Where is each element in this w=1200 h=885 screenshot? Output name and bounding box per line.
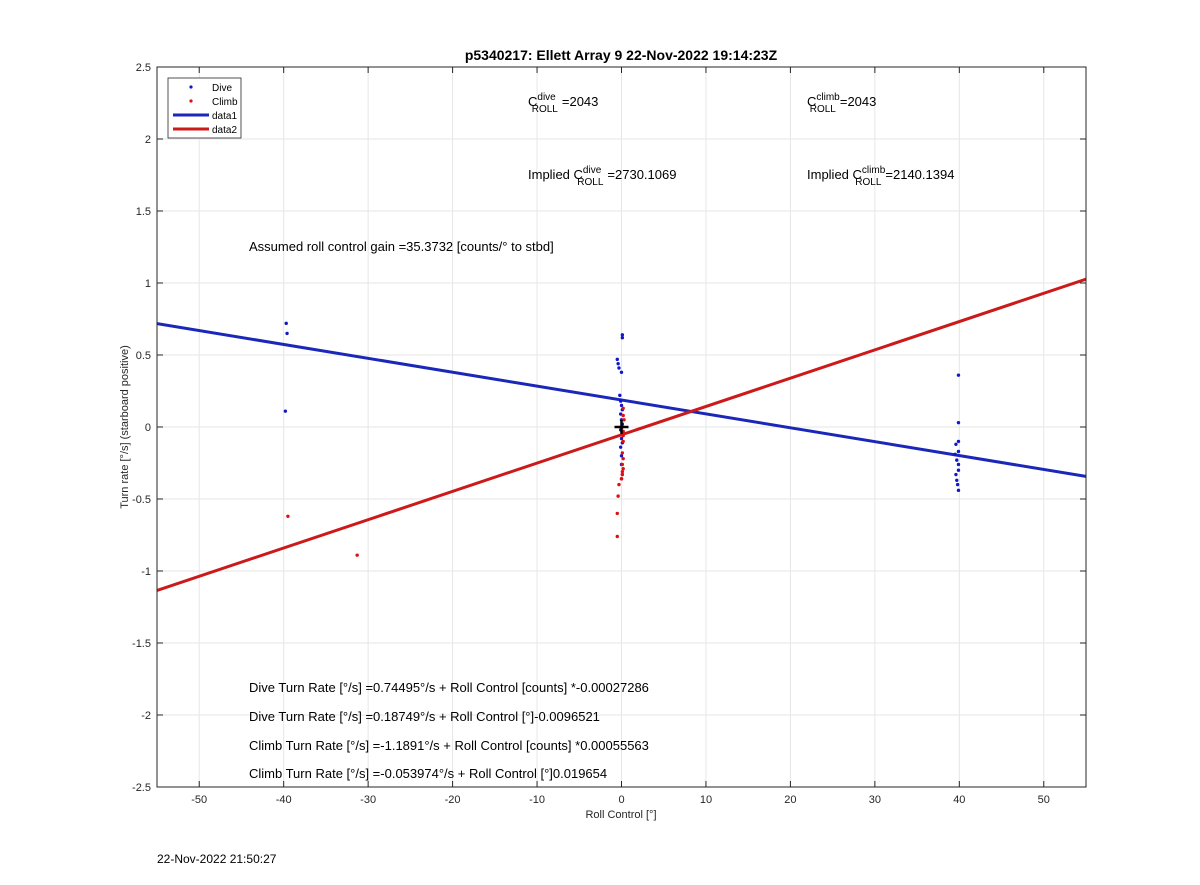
climb-point [621, 413, 625, 418]
y-tick-label: -2 [141, 710, 151, 722]
plot-frame [156, 66, 1087, 788]
y-tick-label: 2 [145, 134, 151, 146]
x-tick-label: 0 [618, 794, 624, 806]
y-tick-label: 2.5 [136, 62, 151, 74]
dive-point [956, 449, 961, 454]
y-tick-label: 1 [145, 278, 151, 290]
dive-point [618, 412, 623, 416]
climb-point [615, 511, 619, 516]
legend-climb-label: Climb [212, 97, 238, 108]
y-tick-label: 0.5 [136, 350, 151, 362]
dive-point [619, 370, 624, 374]
dive-point [955, 458, 959, 462]
climb-point [621, 467, 625, 471]
dive-point [956, 462, 961, 467]
annotation-c-roll-climb: Cclimb ROLL=2043 [807, 92, 876, 115]
data2-fit-line [157, 277, 1086, 592]
chart-title: p5340217: Ellett Array 9 22-Nov-2022 19:… [465, 47, 778, 63]
dive-point [954, 442, 958, 446]
climb-point [619, 477, 624, 481]
x-tick-label: 10 [700, 794, 712, 806]
equation-line: Climb Turn Rate [°/s] =-1.1891°/s + Roll… [249, 738, 649, 753]
x-tick-label: -10 [529, 794, 545, 806]
annotation-c-roll-dive: Cdive ROLL=2043 [528, 92, 598, 115]
x-tick-label: 30 [869, 794, 881, 806]
climb-point [620, 472, 625, 477]
footer-timestamp: 22-Nov-2022 21:50:27 [157, 852, 277, 866]
x-tick-label: -50 [191, 794, 207, 806]
dive-point [619, 403, 624, 408]
dive-point [619, 454, 624, 458]
x-tick-label: -30 [360, 794, 376, 806]
y-tick-label: -1 [141, 566, 151, 578]
climb-point [620, 462, 625, 467]
climb-point [621, 456, 625, 461]
dive-point [283, 409, 288, 413]
climb-point [621, 439, 625, 444]
x-tick-label: -20 [445, 794, 461, 806]
dive-point [618, 399, 623, 403]
climb-point [621, 433, 625, 438]
equation-line: Climb Turn Rate [°/s] =-0.053974°/s + Ro… [249, 766, 607, 781]
legend-data2-label: data2 [212, 125, 237, 136]
data-layer [157, 277, 1086, 592]
dive-point [956, 373, 961, 377]
annotation-implied-climb: Implied Cclimb ROLL=2140.1394 [807, 165, 954, 188]
dive-point [956, 488, 961, 493]
y-tick-label: -1.5 [132, 638, 151, 650]
y-axis-label: Turn rate [°/s] (starboard positive) [119, 345, 131, 509]
climb-point [286, 514, 290, 518]
annotation-implied-dive: Implied Cdive ROLL=2730.1069 [528, 165, 676, 188]
x-axis-label: Roll Control [°] [585, 809, 656, 821]
dive-point [953, 452, 957, 457]
x-tick-label: 40 [953, 794, 965, 806]
y-tick-label: -2.5 [132, 782, 151, 794]
dive-point [619, 436, 624, 441]
annotation-gain: Assumed roll control gain =35.3732 [coun… [249, 239, 554, 254]
climb-point [621, 406, 625, 410]
dive-point [620, 336, 625, 340]
legend-data1-label: data1 [212, 111, 237, 122]
dive-point [618, 445, 623, 449]
dive-point [954, 472, 958, 477]
climb-point [616, 494, 620, 498]
dive-point [618, 393, 622, 398]
y-tick-label: 0 [145, 422, 151, 434]
equation-line: Dive Turn Rate [°/s] =0.18749°/s + Roll … [249, 709, 600, 724]
dive-point [956, 468, 961, 472]
climb-point [617, 482, 621, 487]
dive-point [955, 478, 959, 482]
legend-dive-marker [189, 85, 193, 89]
climb-point [620, 451, 625, 455]
x-tick-label: -40 [276, 794, 292, 806]
legend-climb-marker [189, 99, 193, 103]
climb-point [355, 553, 359, 557]
x-tick-label: 20 [784, 794, 796, 806]
dive-point [956, 420, 961, 425]
legend: Dive Climb data1 data2 [167, 77, 242, 139]
dive-point [617, 366, 621, 370]
x-tick-label: 50 [1038, 794, 1050, 806]
legend-dive-label: Dive [212, 83, 232, 94]
dive-point [956, 439, 961, 444]
climb-point [620, 469, 625, 474]
dive-point [615, 357, 619, 362]
dive-point [616, 361, 620, 366]
dive-point [284, 321, 288, 326]
climb-point [622, 418, 626, 422]
y-tick-label: -0.5 [132, 494, 151, 506]
y-tick-label: 1.5 [136, 206, 151, 218]
dive-point [955, 482, 960, 487]
dive-point [285, 331, 289, 336]
equation-line: Dive Turn Rate [°/s] =0.74495°/s + Roll … [249, 680, 649, 695]
climb-point [615, 534, 619, 539]
axis-ticks: -50 -40 -30 -20 -10 0 10 20 30 40 50-2.5-2-1.5-1-0… [132, 62, 1086, 806]
dive-point [620, 333, 625, 337]
